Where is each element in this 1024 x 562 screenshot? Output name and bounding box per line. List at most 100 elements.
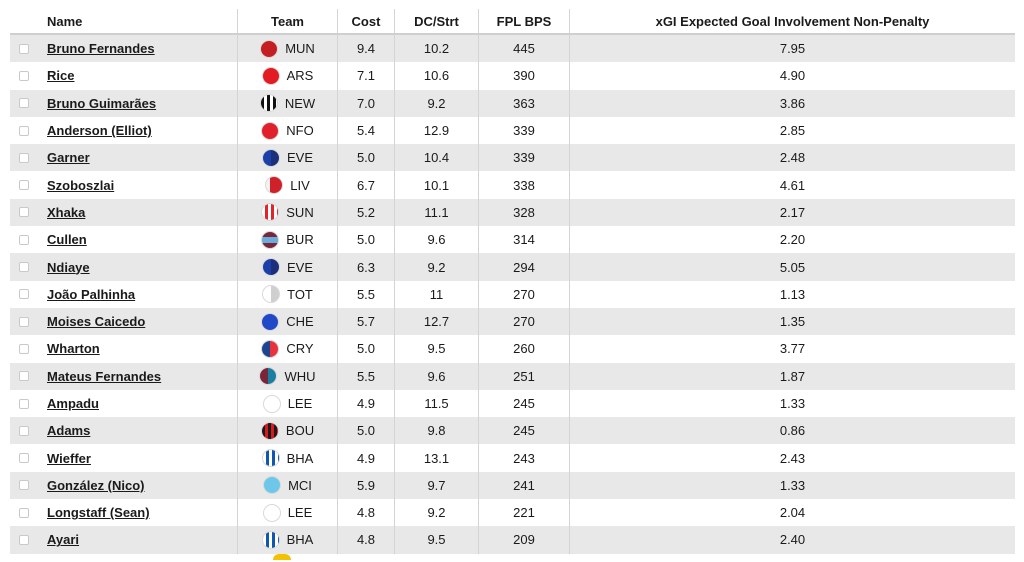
player-name-link[interactable]: González (Nico): [47, 477, 145, 493]
team-code: CRY: [286, 341, 314, 357]
team-code: MCI: [288, 477, 312, 493]
dc-strt-cell: 9.5: [394, 526, 478, 554]
team-code: BHA: [286, 450, 314, 466]
team-cell: MUN: [237, 35, 337, 63]
team-cell: NFO: [237, 116, 337, 145]
dc-strt-cell: 10.6: [394, 62, 478, 90]
player-name-link[interactable]: Moises Caicedo: [47, 314, 146, 330]
dc-strt-cell: 9.6: [394, 362, 478, 390]
row-checkbox[interactable]: [19, 507, 29, 518]
row-checkbox[interactable]: [19, 234, 29, 245]
player-name-link[interactable]: João Palhinha: [47, 286, 136, 302]
header-dc-strt[interactable]: DC/Strt: [394, 9, 478, 33]
player-name-link[interactable]: Longstaff (Sean): [47, 505, 150, 521]
row-checkbox[interactable]: [19, 98, 29, 109]
row-checkbox[interactable]: [19, 70, 29, 81]
team-badge-icon: [259, 367, 278, 386]
row-checkbox[interactable]: [19, 43, 29, 54]
row-select-cell: [10, 90, 38, 117]
xgi-cell: 2.17: [569, 198, 1015, 227]
player-name-link[interactable]: Mateus Fernandes: [47, 368, 162, 384]
dc-strt-cell: 13.1: [394, 444, 478, 472]
player-name-link[interactable]: Rice: [47, 68, 75, 84]
row-checkbox[interactable]: [19, 125, 29, 136]
fpl-bps-cell: 251: [478, 362, 569, 390]
cost-cell: 4.9: [337, 444, 394, 472]
row-select-cell: [10, 363, 38, 390]
xgi-cell: 1.33: [569, 471, 1015, 500]
team-code: WHU: [284, 368, 316, 384]
row-checkbox[interactable]: [19, 453, 29, 464]
header-team[interactable]: Team: [237, 9, 337, 33]
player-name-link[interactable]: Bruno Fernandes: [47, 41, 155, 57]
header-select-column: [10, 9, 38, 33]
cost-cell: 5.0: [337, 417, 394, 445]
fpl-bps-cell: 338: [478, 171, 569, 199]
player-name-link[interactable]: Ampadu: [47, 396, 99, 411]
team-code: NEW: [284, 95, 316, 111]
team-code: BUR: [286, 232, 314, 248]
team-badge-icon: [261, 339, 280, 358]
header-cost[interactable]: Cost: [337, 9, 394, 33]
cost-cell: 6.3: [337, 253, 394, 281]
player-name-link[interactable]: Adams: [47, 423, 91, 439]
cost-cell: 5.5: [337, 362, 394, 390]
row-select-cell: [10, 499, 38, 526]
xgi-cell: 4.61: [569, 171, 1015, 199]
header-fpl-bps[interactable]: FPL BPS: [478, 9, 569, 33]
player-name-link[interactable]: Bruno Guimarães: [47, 95, 157, 111]
fpl-bps-cell: 245: [478, 389, 569, 418]
row-checkbox[interactable]: [19, 534, 29, 545]
xgi-cell: 4.90: [569, 62, 1015, 90]
fpl-bps-cell: 270: [478, 280, 569, 308]
table-row: Anderson (Elliot) NFO 5.4 12.9 339 2.85: [10, 116, 1015, 145]
xgi-cell: 2.04: [569, 499, 1015, 527]
player-name-link[interactable]: Garner: [47, 150, 90, 166]
player-name-link[interactable]: Szoboszlai: [47, 177, 115, 193]
cost-cell: 5.0: [337, 335, 394, 363]
team-cell: LEE: [237, 499, 337, 527]
player-name-link[interactable]: Xhaka: [47, 204, 86, 220]
team-cell: BOU: [237, 417, 337, 445]
dc-strt-cell: 9.8: [394, 417, 478, 445]
xgi-cell: 1.33: [569, 389, 1015, 418]
row-checkbox[interactable]: [19, 425, 29, 436]
player-name-link[interactable]: Ndiaye: [47, 259, 90, 275]
team-cell: EVE: [237, 144, 337, 172]
row-checkbox[interactable]: [19, 480, 29, 491]
row-checkbox[interactable]: [19, 180, 29, 191]
player-name-link[interactable]: Wieffer: [47, 450, 91, 466]
team-code: LEE: [287, 396, 313, 411]
team-cell: BHA: [237, 444, 337, 472]
fpl-bps-cell: 339: [478, 116, 569, 145]
xgi-cell: 1.87: [569, 362, 1015, 390]
table-row: González (Nico) MCI 5.9 9.7 241 1.33: [10, 471, 1015, 500]
cost-cell: 7.0: [337, 89, 394, 117]
row-checkbox[interactable]: [19, 343, 29, 354]
row-checkbox[interactable]: [19, 289, 29, 300]
header-name[interactable]: Name: [47, 13, 83, 29]
player-name-link[interactable]: Wharton: [47, 341, 100, 357]
table-row: Szoboszlai LIV 6.7 10.1 338 4.61: [10, 171, 1015, 199]
team-code: MUN: [285, 41, 315, 57]
table-row: Wieffer BHA 4.9 13.1 243 2.43: [10, 444, 1015, 472]
team-badge-icon: [261, 203, 280, 222]
row-checkbox[interactable]: [19, 316, 29, 327]
player-name-cell: Ampadu: [38, 390, 237, 417]
fpl-bps-cell: 260: [478, 335, 569, 363]
row-checkbox[interactable]: [19, 371, 29, 382]
row-checkbox[interactable]: [19, 207, 29, 218]
row-checkbox[interactable]: [19, 398, 29, 409]
player-name-link[interactable]: Anderson (Elliot): [47, 123, 152, 139]
header-xgi[interactable]: xGI Expected Goal Involvement Non-Penalt…: [569, 9, 1015, 33]
cost-cell: 5.0: [337, 144, 394, 172]
team-cell: LIV: [237, 171, 337, 199]
dc-strt-cell: 9.2: [394, 499, 478, 527]
fpl-bps-cell: 241: [478, 471, 569, 500]
table-body: Bruno Fernandes MUN 9.4 10.2 445 7.95 Ri…: [10, 35, 1015, 554]
row-checkbox[interactable]: [19, 152, 29, 163]
player-name-link[interactable]: Cullen: [47, 232, 87, 248]
row-checkbox[interactable]: [19, 262, 29, 273]
team-badge-icon: [262, 285, 281, 304]
player-name-link[interactable]: Ayari: [47, 532, 80, 548]
